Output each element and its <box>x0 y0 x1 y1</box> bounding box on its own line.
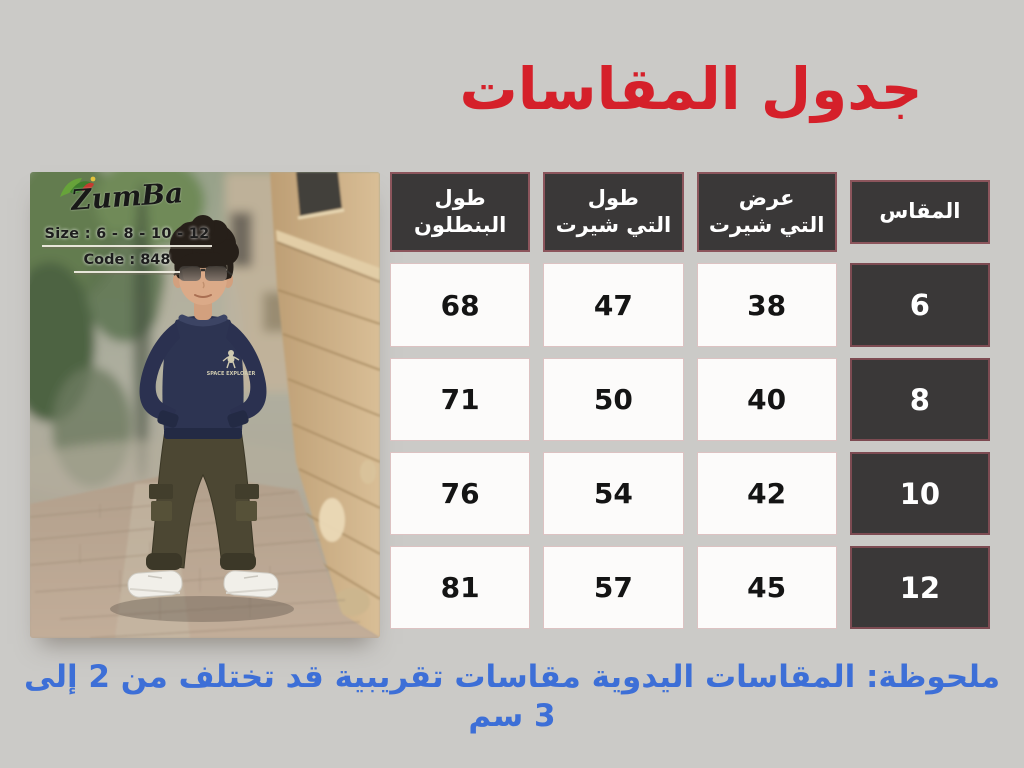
shirt-width-cell: 45 <box>696 546 837 629</box>
header-pants-length-line1: طول <box>434 185 486 210</box>
shirt-length-cell: 47 <box>543 263 684 347</box>
size-cell: 10 <box>849 452 990 535</box>
size-cell: 8 <box>849 358 990 441</box>
header-shirt-length-line1: طول <box>587 185 639 210</box>
astronaut-print-icon <box>222 350 240 369</box>
navy-sweatshirt: SPACE EXPLORER <box>139 314 267 439</box>
brand-name: ZumBa <box>69 176 185 217</box>
shirt-print-text: SPACE EXPLORER <box>207 371 256 377</box>
header-shirt-width-line1: عرض <box>738 185 795 210</box>
ground-shadow <box>110 596 294 622</box>
pants-length-cell: 71 <box>390 358 531 441</box>
header-shirt-length: طول التي شيرت <box>543 172 684 252</box>
shirt-width-cell: 38 <box>696 263 837 347</box>
sunglasses-icon <box>173 266 233 281</box>
shirt-length-cell: 54 <box>543 452 684 535</box>
size-cell: 12 <box>849 546 990 629</box>
measurement-note: ملحوظة: المقاسات اليدوية مقاسات تقريبية … <box>23 659 1001 734</box>
brand-badge: ZumBa Size : 6 - 8 - 10 - 12 Code : 848 <box>42 176 212 273</box>
boy-head <box>169 215 239 320</box>
pants-length-cell: 68 <box>390 263 531 347</box>
photo-scene: SPACE EXPLORER <box>30 172 380 638</box>
white-sneakers <box>127 570 279 598</box>
header-size-line1: المقاس <box>879 199 961 224</box>
olive-cargo-pants <box>146 423 259 570</box>
page-title: جدول المقاسات <box>459 55 923 123</box>
shirt-width-cell: 42 <box>696 452 837 535</box>
brand-row: ZumBa <box>42 176 212 226</box>
header-size: المقاس <box>849 180 990 244</box>
brick-wall <box>270 172 380 638</box>
shirt-width-cell: 40 <box>696 358 837 441</box>
product-photo: SPACE EXPLORER <box>30 172 380 638</box>
header-shirt-length-line2: التي شيرت <box>555 213 672 237</box>
size-cell: 6 <box>849 263 990 347</box>
boy-figure: SPACE EXPLORER <box>110 215 294 622</box>
pants-length-cell: 76 <box>390 452 531 535</box>
shirt-length-cell: 57 <box>543 546 684 629</box>
header-shirt-width-line2: التي شيرت <box>708 213 825 237</box>
header-shirt-width: عرض التي شيرت <box>696 172 837 252</box>
badge-code-line: Code : 848 <box>73 252 181 273</box>
shirt-length-cell: 50 <box>543 358 684 441</box>
badge-size-line: Size : 6 - 8 - 10 - 12 <box>42 226 212 247</box>
leaf-icon <box>60 176 96 197</box>
header-pants-length-line2: البنطلون <box>413 213 507 237</box>
header-pants-length: طول البنطلون <box>390 172 531 252</box>
size-table: المقاس عرض التي شيرت طول التي شيرت طول ا… <box>390 172 990 629</box>
pants-length-cell: 81 <box>390 546 531 629</box>
